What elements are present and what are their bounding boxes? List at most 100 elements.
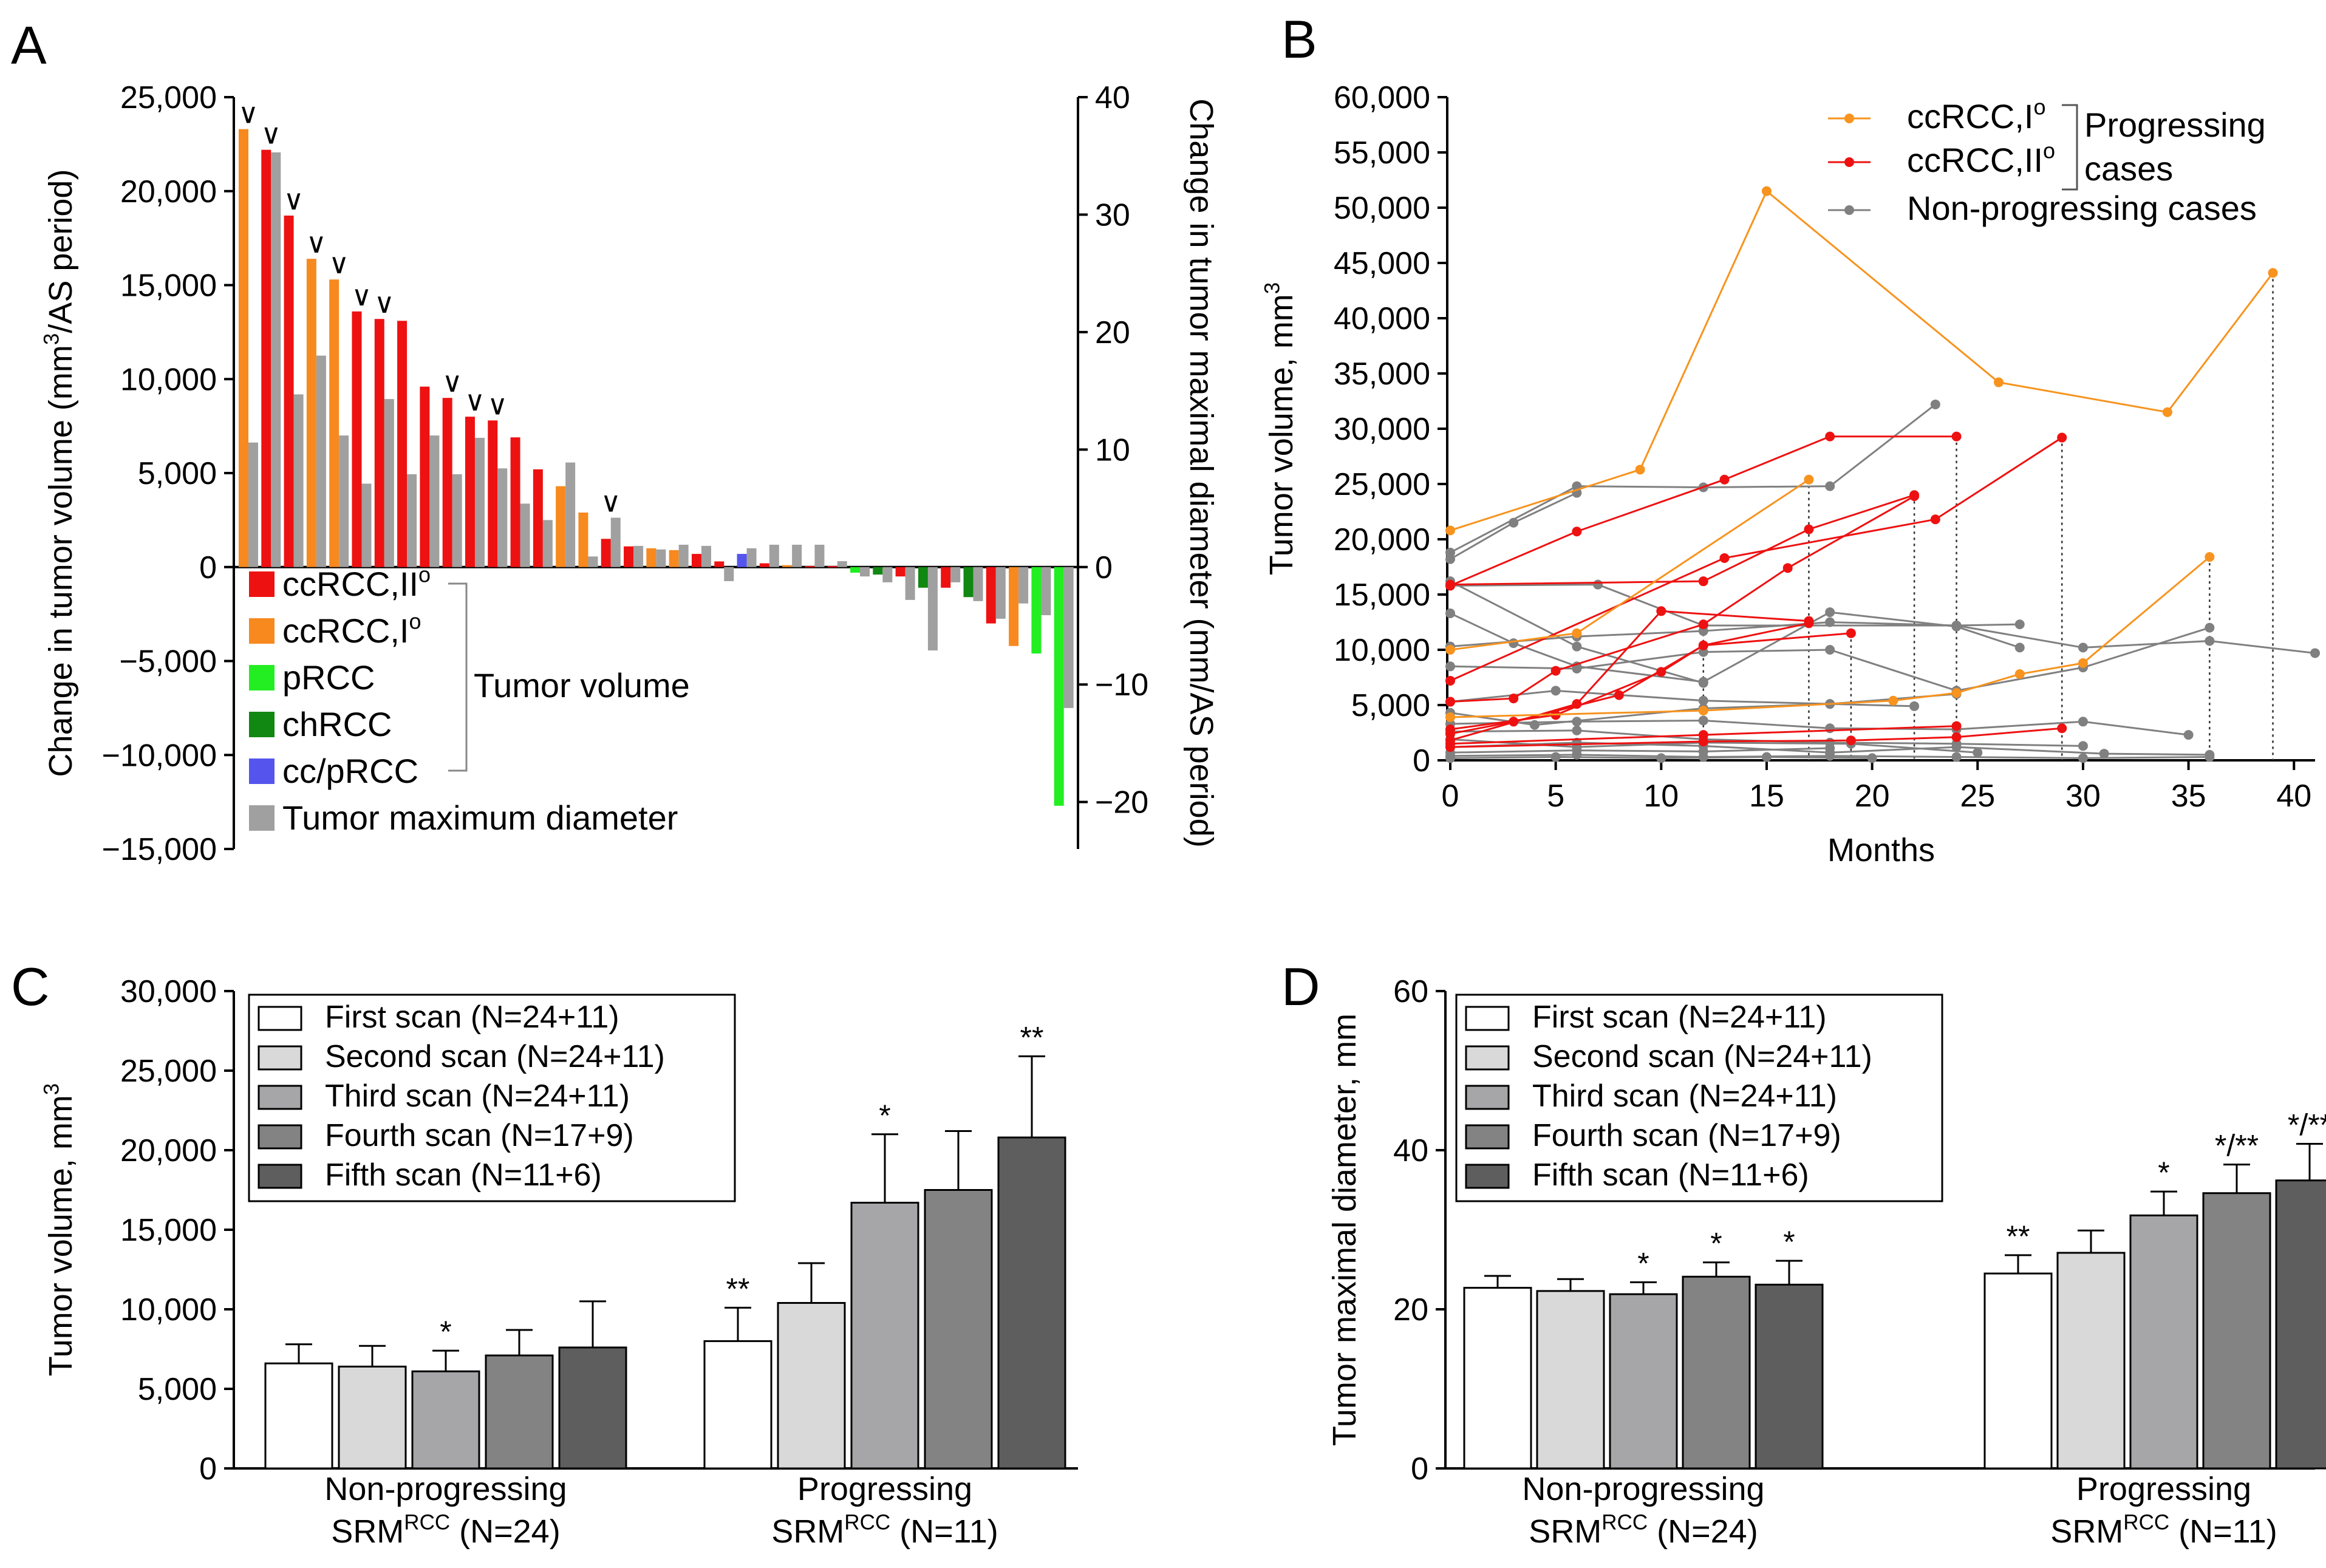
legend-box: [248, 994, 736, 1202]
volume-bar: [442, 398, 452, 567]
legend-swatch: [1465, 1006, 1510, 1031]
diameter-bar: [316, 355, 326, 567]
y-tick-label: 40,000: [1334, 301, 1430, 336]
legend-label: ccRCC,Io: [282, 609, 421, 650]
legend-swatch: [1465, 1085, 1510, 1110]
value-bar: [1983, 1272, 2053, 1470]
progression-marker: ∨: [306, 227, 327, 259]
legend-swatch: [249, 665, 275, 690]
series-line: [1450, 719, 2189, 736]
progression-marker: ∨: [374, 287, 395, 319]
legend-label: Fifth scan (N=11+6): [325, 1157, 602, 1193]
significance-label: */**: [2288, 1108, 2326, 1142]
diameter-bar: [361, 483, 372, 567]
volume-bar: [759, 563, 769, 567]
series-point: [1888, 695, 1898, 706]
volume-bar: [1054, 567, 1064, 806]
diameter-bar: [633, 545, 644, 567]
legend-label: Second scan (N=24+11): [325, 1039, 665, 1074]
diameter-bar: [520, 503, 530, 567]
series-point: [1719, 474, 1730, 485]
diameter-bar: [610, 517, 621, 567]
volume-bar: [691, 554, 701, 567]
progression-marker: ∨: [442, 366, 463, 398]
series-point: [2205, 622, 2215, 633]
series-point: [1445, 753, 1455, 763]
x-tick-label: 15: [1749, 779, 1784, 814]
y-tick-label: 60: [1393, 974, 1428, 1009]
value-bar: [338, 1365, 407, 1470]
volume-bar: [646, 548, 657, 567]
progression-marker: ∨: [465, 385, 485, 417]
progression-marker: ∨: [261, 118, 281, 150]
series-point: [1445, 697, 1455, 707]
y-tick-label: 25,000: [120, 1054, 217, 1089]
y-tick-label: 20,000: [1334, 522, 1430, 557]
y-tick-label: 0: [1411, 1451, 1428, 1487]
series-point: [1445, 675, 1455, 686]
y-tick-label: 30,000: [120, 974, 217, 1009]
series-line: [1450, 610, 1809, 741]
significance-label: *: [1637, 1246, 1649, 1280]
diameter-bar: [429, 435, 440, 567]
significance-label: **: [726, 1272, 750, 1306]
diameter-bar: [814, 544, 825, 567]
y-axis-title: Tumor maximal diameter, mm: [1326, 1014, 1363, 1446]
y-tick-label: 20,000: [120, 174, 217, 210]
y-tick-label: 30,000: [1334, 412, 1430, 447]
volume-bar: [873, 567, 883, 575]
x-tick-label: 35: [2171, 779, 2206, 814]
series-point: [1550, 686, 1561, 696]
panel-label-d: D: [1281, 956, 1320, 1017]
series-point: [2014, 669, 2025, 680]
diameter-bar: [497, 468, 508, 567]
legend-swatch: [249, 805, 275, 831]
diameter-bar: [769, 544, 779, 567]
volume-bar: [374, 319, 384, 567]
legend-label: ccRCC,IIo: [1907, 138, 2055, 179]
y-tick-label: 40: [1393, 1133, 1428, 1168]
diameter-bar: [927, 567, 938, 651]
volume-bar: [805, 566, 815, 568]
series-point: [1509, 638, 1519, 649]
series-point: [1698, 695, 1708, 706]
panel-b-line-chart: 0 5,000 10,000 15,000 20,000 25,000 30,000 35,0…: [1260, 80, 2320, 868]
y-tick-label: 35,000: [1334, 356, 1430, 392]
y-tick-label: 55,000: [1334, 135, 1430, 171]
volume-bar: [895, 567, 906, 577]
diameter-bar: [339, 435, 349, 567]
volume-bar: [737, 554, 747, 567]
series-point: [2057, 723, 2067, 734]
y-axis-title: Change in tumor volume (mm3/AS period): [39, 169, 79, 777]
legend-marker: [1844, 157, 1854, 167]
series-point: [1445, 661, 1455, 672]
series-point: [2205, 636, 2215, 646]
series-point: [1719, 553, 1730, 563]
volume-bar: [827, 566, 837, 568]
legend-swatch: [249, 712, 275, 737]
volume-bar: [986, 567, 996, 624]
series-line: [1450, 584, 2020, 627]
x-axis-title: Months: [1827, 832, 1935, 868]
series-point: [1804, 474, 1814, 485]
volume-bar: [488, 420, 498, 567]
group-label: Non-progressing: [324, 1471, 567, 1507]
legend-swatch: [1465, 1124, 1510, 1150]
value-bar: [2275, 1179, 2326, 1470]
series-point: [2078, 643, 2088, 653]
volume-bar: [465, 417, 475, 567]
value-bar: [1609, 1293, 1678, 1470]
diameter-bar: [474, 437, 485, 567]
legend-label: cc/pRCC: [282, 752, 418, 790]
panel-c-bar-chart: 0 5,000 10,000 15,000 20,000 25,000 30,000 Tumo…: [39, 974, 1078, 1550]
series-point: [2183, 730, 2194, 740]
legend-bracket: [2062, 104, 2078, 191]
series-point: [1509, 694, 1519, 704]
diameter-bar: [905, 567, 915, 600]
legend-swatch: [257, 1045, 302, 1071]
series-line: [1450, 479, 1810, 651]
volume-bar: [1031, 567, 1042, 654]
legend-label: First scan (N=24+11): [325, 1000, 619, 1035]
series-point: [1445, 742, 1455, 752]
volume-bar: [963, 567, 974, 598]
